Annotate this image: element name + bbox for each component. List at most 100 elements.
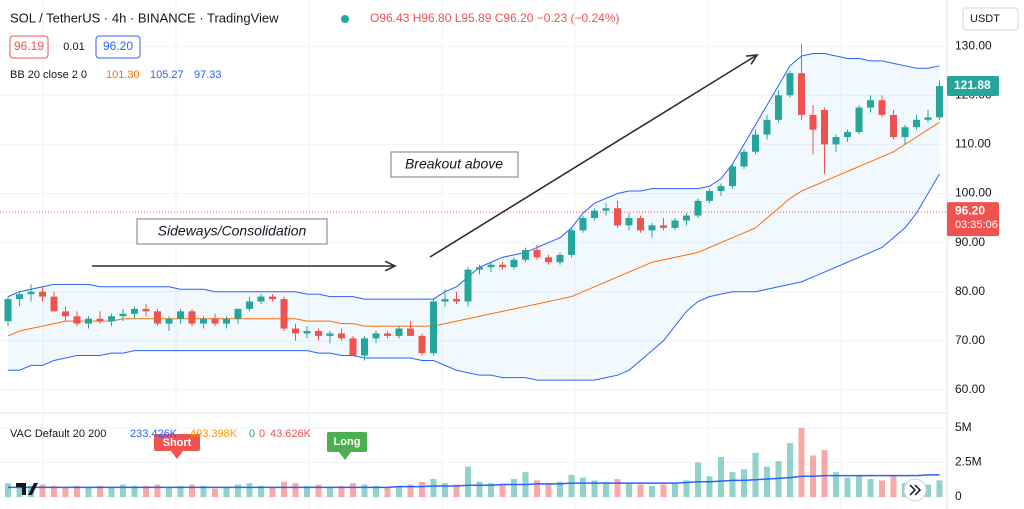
volume-bar bbox=[936, 480, 943, 497]
candle-body bbox=[349, 338, 357, 356]
volume-bar bbox=[660, 484, 667, 497]
volume-bar bbox=[637, 484, 644, 497]
y-tick-label: 100.00 bbox=[955, 186, 992, 200]
volume-bar bbox=[177, 485, 184, 497]
annotation-box bbox=[390, 151, 519, 178]
candle-body bbox=[372, 333, 380, 339]
volume-bar bbox=[51, 485, 57, 497]
candle-body bbox=[568, 230, 575, 255]
candle-body bbox=[73, 316, 81, 324]
volume-bar bbox=[292, 483, 299, 497]
volume-bar bbox=[223, 487, 230, 497]
candle-body bbox=[303, 330, 311, 334]
candle-body bbox=[717, 186, 725, 192]
arrow-head bbox=[384, 260, 397, 272]
arrow bbox=[429, 54, 758, 258]
volume-bar bbox=[695, 462, 701, 497]
volume-bar bbox=[74, 485, 80, 497]
candle-body bbox=[464, 269, 472, 302]
volume-bar bbox=[442, 483, 448, 497]
candle-body bbox=[384, 333, 391, 336]
volume-bar bbox=[361, 484, 368, 497]
volume-bar bbox=[154, 484, 161, 497]
currency-box[interactable] bbox=[962, 7, 1019, 31]
volume-bar bbox=[419, 481, 425, 497]
candle-body bbox=[108, 316, 115, 322]
volume-bar bbox=[718, 456, 724, 497]
bid: 96.19 bbox=[14, 39, 44, 53]
candle-body bbox=[234, 308, 242, 319]
annotation: Breakout above bbox=[405, 156, 503, 172]
volume-bar bbox=[327, 487, 333, 497]
ohlc: O96.43 H96.80 L95.89 C96.20 −0.23 (−0.24… bbox=[370, 11, 620, 25]
candle-body bbox=[407, 328, 414, 336]
candle-body bbox=[27, 291, 35, 295]
volume-bar bbox=[856, 474, 862, 497]
vac-value: 0 bbox=[249, 428, 255, 440]
volume-bar bbox=[925, 484, 931, 497]
volume-bar bbox=[62, 487, 69, 497]
volume-bar bbox=[626, 483, 632, 497]
volume-bar bbox=[867, 479, 874, 497]
volume-tick-label: 0 bbox=[955, 489, 962, 503]
volume-bar bbox=[729, 472, 736, 497]
candle-body bbox=[832, 137, 840, 145]
candle-body bbox=[660, 225, 667, 228]
candle-body bbox=[844, 132, 851, 138]
candle-body bbox=[50, 296, 58, 312]
candle-body bbox=[62, 311, 69, 317]
candle-body bbox=[579, 218, 587, 231]
volume-bar bbox=[246, 483, 253, 497]
volume-bar bbox=[396, 485, 402, 497]
volume-bar bbox=[235, 484, 241, 497]
volume-bar bbox=[580, 477, 586, 497]
candle-body bbox=[510, 259, 518, 268]
scroll-icon bbox=[909, 484, 922, 496]
candle-body bbox=[798, 73, 805, 115]
candle-body bbox=[280, 299, 288, 329]
volume-bar bbox=[430, 479, 437, 497]
candle-body bbox=[545, 257, 552, 263]
candle-body bbox=[637, 218, 644, 231]
candle-body bbox=[292, 328, 299, 334]
volume-bar bbox=[534, 480, 540, 497]
signal-long bbox=[327, 432, 367, 452]
bid-box[interactable] bbox=[9, 35, 49, 59]
signal-label: Long bbox=[334, 436, 361, 448]
candle-body bbox=[533, 249, 541, 258]
candle-body bbox=[257, 296, 265, 302]
candle-body bbox=[809, 114, 817, 130]
candle-body bbox=[188, 311, 196, 324]
candle-body bbox=[338, 333, 345, 339]
symbol: SOL / TetherUS · 4h · BINANCE · TradingV… bbox=[10, 10, 279, 25]
volume-bar bbox=[384, 487, 391, 497]
y-tick-label: 90.00 bbox=[955, 235, 985, 249]
status-dot bbox=[341, 15, 349, 23]
volume-bar bbox=[499, 484, 506, 497]
candle-body bbox=[85, 318, 92, 324]
volume-bar bbox=[200, 485, 207, 497]
signal-pointer bbox=[171, 451, 183, 459]
candle-body bbox=[648, 225, 656, 231]
volume-bar bbox=[557, 481, 563, 497]
ask-box[interactable] bbox=[95, 35, 141, 59]
volume-bar bbox=[511, 479, 517, 497]
annotation: Sideways/Consolidation bbox=[158, 223, 307, 239]
candle-body bbox=[591, 210, 598, 219]
volume-bar bbox=[603, 481, 609, 497]
candle-body bbox=[752, 134, 759, 152]
candle-body bbox=[602, 208, 610, 211]
volume-bar bbox=[350, 483, 356, 497]
candle-body bbox=[223, 318, 230, 324]
volume-bar bbox=[879, 480, 885, 497]
annotation-box bbox=[136, 218, 328, 245]
candle-body bbox=[211, 318, 219, 324]
vac-value: 493.398K bbox=[190, 428, 238, 440]
band-fill bbox=[8, 53, 940, 381]
volume-bar bbox=[304, 485, 310, 497]
bb-basis bbox=[7, 121, 940, 337]
signal-label: Short bbox=[163, 437, 192, 449]
candle-body bbox=[119, 313, 127, 317]
volume-bar bbox=[890, 476, 897, 497]
